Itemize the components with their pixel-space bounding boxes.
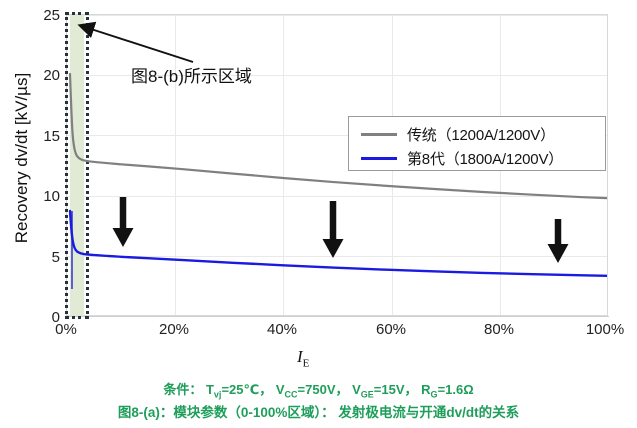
gridline-x-40 [283,15,284,315]
caption-cond-vge-val: =15V， [373,382,418,397]
x-tick-80: 80% [483,321,515,338]
caption-cond-rg: R [421,382,431,397]
gridline-y-25 [67,15,607,16]
legend-swatch-gen8 [361,156,397,160]
caption-cond-prefix: 条件： [163,382,203,397]
legend-swatch-traditional [361,132,397,136]
x-tick-60: 60% [375,321,407,338]
caption-cond-vcc: V [275,382,285,397]
x-axis-line [66,316,609,317]
caption-cond-rg-val: =1.6Ω [437,382,474,397]
y-tick-5: 5 [51,249,60,266]
chart-legend: 传统（1200A/1200V） 第8代（1800A/1200V） [348,116,606,171]
caption-condition: 条件： Tvj=25℃， VCC=750V， VGE=15V， RG=1.6Ω [0,379,637,400]
legend-item-traditional: 传统（1200A/1200V） [361,122,605,146]
y-tick-20: 20 [43,67,60,84]
x-tick-0: 0% [55,321,77,338]
y-tick-0: 0 [51,309,60,326]
y-tick-10: 10 [43,188,60,205]
caption-cond-rg-sub: G [430,389,438,400]
x-axis-title-sub: E [302,357,310,370]
caption-cond-vge: V [352,382,361,397]
x-tick-100: 100% [585,321,625,338]
y-tick-25: 25 [43,7,60,24]
gridline-y-10 [67,196,607,197]
x-tick-20: 20% [158,321,190,338]
legend-item-gen8: 第8代（1800A/1200V） [361,146,605,170]
gridline-x-20 [175,15,176,315]
callout-label: 图8-(b)所示区域 [131,67,252,86]
caption-cond-vcc-val: =750V， [297,382,349,397]
highlight-band-border [65,12,89,319]
gridline-y-5 [67,256,607,257]
caption-cond-t-val: =25℃， [221,382,273,397]
caption-cond-vge-sub: GE [360,389,374,400]
y-axis-title: Recovery dv/dt [kV/µs] [12,72,31,244]
x-axis-title-main: I [297,347,303,366]
legend-label-traditional: 传统（1200A/1200V） [407,126,555,144]
x-axis-title: IE [297,347,309,369]
x-tick-40: 40% [266,321,298,338]
legend-label-gen8: 第8代（1800A/1200V） [407,150,564,168]
caption-cond-t-sub: vj [213,389,222,400]
y-tick-15: 15 [43,128,60,145]
caption-title: 图8-(a)：模块参数（0-100%区域）： 发射极电流与开通dv/dt的关系 [117,405,520,420]
caption-cond-t: T [205,382,214,397]
caption-cond-vcc-sub: CC [284,389,298,400]
